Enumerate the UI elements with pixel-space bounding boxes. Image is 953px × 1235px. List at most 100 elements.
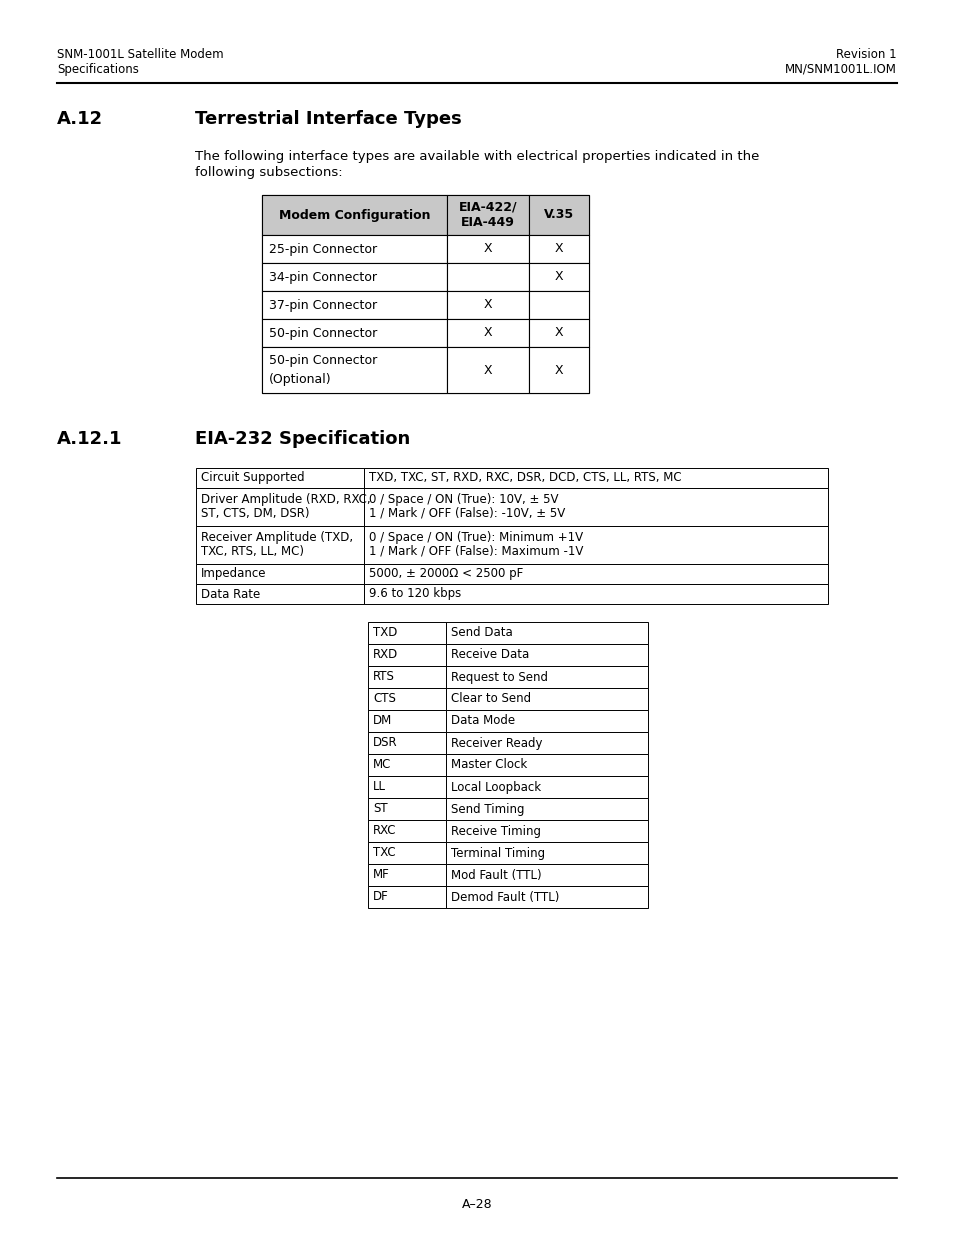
Text: 50-pin Connector: 50-pin Connector [269,354,376,367]
Bar [262,347,447,393]
Text: Terminal Timing: Terminal Timing [451,846,544,860]
Text: TXD, TXC, ST, RXD, RXC, DSR, DCD, CTS, LL, RTS, MC: TXD, TXC, ST, RXD, RXC, DSR, DCD, CTS, L… [369,472,680,484]
Text: Terrestrial Interface Types: Terrestrial Interface Types [194,110,461,128]
Bar [368,643,446,666]
Text: Receive Data: Receive Data [451,648,529,662]
Bar [364,488,827,526]
Text: RXC: RXC [373,825,396,837]
Bar [529,347,588,393]
Text: TXC, RTS, LL, MC): TXC, RTS, LL, MC) [201,545,304,558]
Bar [446,776,647,798]
Text: 0 / Space / ON (True): Minimum +1V: 0 / Space / ON (True): Minimum +1V [369,531,582,543]
Text: DM: DM [373,715,392,727]
Bar [447,319,529,347]
Bar [446,643,647,666]
Text: Data Mode: Data Mode [451,715,515,727]
Bar [368,842,446,864]
Bar [368,666,446,688]
Bar [446,798,647,820]
Text: CTS: CTS [373,693,395,705]
Text: (Optional): (Optional) [269,373,332,385]
Text: X: X [554,242,562,256]
Bar [447,291,529,319]
Text: X: X [554,363,562,377]
Text: MN/SNM1001L.IOM: MN/SNM1001L.IOM [784,63,896,77]
Text: Mod Fault (TTL): Mod Fault (TTL) [451,868,541,882]
Bar [447,195,529,235]
Bar [195,468,364,488]
Bar [364,468,827,488]
Text: Driver Amplitude (RXD, RXC,: Driver Amplitude (RXD, RXC, [201,493,370,506]
Text: Specifications: Specifications [57,63,139,77]
Bar [446,755,647,776]
Text: Revision 1: Revision 1 [836,48,896,61]
Text: EIA-422/
EIA-449: EIA-422/ EIA-449 [458,201,517,228]
Bar [446,864,647,885]
Text: 50-pin Connector: 50-pin Connector [269,326,376,340]
Text: Demod Fault (TTL): Demod Fault (TTL) [451,890,558,904]
Bar [262,291,588,319]
Text: SNM-1001L Satellite Modem: SNM-1001L Satellite Modem [57,48,223,61]
Bar [368,864,446,885]
Text: Receiver Amplitude (TXD,: Receiver Amplitude (TXD, [201,531,353,543]
Bar [529,235,588,263]
Text: A.12: A.12 [57,110,103,128]
Text: Circuit Supported: Circuit Supported [201,472,304,484]
Bar [368,732,446,755]
Bar [364,564,827,584]
Text: Receive Timing: Receive Timing [451,825,540,837]
Bar [262,319,588,347]
Text: Clear to Send: Clear to Send [451,693,531,705]
Text: 37-pin Connector: 37-pin Connector [269,299,376,311]
Bar [368,710,446,732]
Bar [446,622,647,643]
Bar [262,195,588,235]
Bar [262,291,447,319]
Text: 25-pin Connector: 25-pin Connector [269,242,376,256]
Text: 5000, ± 2000Ω < 2500 pF: 5000, ± 2000Ω < 2500 pF [369,568,522,580]
Text: 0 / Space / ON (True): 10V, ± 5V: 0 / Space / ON (True): 10V, ± 5V [369,493,558,506]
Text: Request to Send: Request to Send [451,671,547,683]
Bar [368,688,446,710]
Bar [446,688,647,710]
Bar [368,776,446,798]
Text: V.35: V.35 [543,209,574,221]
Bar [446,710,647,732]
Bar [364,584,827,604]
Text: Data Rate: Data Rate [201,588,260,600]
Text: LL: LL [373,781,386,794]
Text: X: X [554,270,562,284]
Bar [262,319,447,347]
Text: DSR: DSR [373,736,397,750]
Text: DF: DF [373,890,388,904]
Bar [529,291,588,319]
Bar [446,820,647,842]
Bar [262,235,447,263]
Bar [446,885,647,908]
Text: following subsections:: following subsections: [194,165,342,179]
Bar [447,235,529,263]
Bar [368,798,446,820]
Text: 34-pin Connector: 34-pin Connector [269,270,376,284]
Text: X: X [483,363,492,377]
Bar [446,842,647,864]
Text: EIA-232 Specification: EIA-232 Specification [194,430,410,448]
Bar [262,263,588,291]
Text: X: X [483,299,492,311]
Text: ST: ST [373,803,387,815]
Text: TXC: TXC [373,846,395,860]
Bar [368,885,446,908]
Text: X: X [483,242,492,256]
Text: 1 / Mark / OFF (False): -10V, ± 5V: 1 / Mark / OFF (False): -10V, ± 5V [369,508,565,520]
Bar [368,820,446,842]
Text: RXD: RXD [373,648,397,662]
Bar [195,564,364,584]
Text: 9.6 to 120 kbps: 9.6 to 120 kbps [369,588,460,600]
Text: ST, CTS, DM, DSR): ST, CTS, DM, DSR) [201,508,309,520]
Text: A–28: A–28 [461,1198,492,1212]
Bar [195,526,364,564]
Text: MC: MC [373,758,391,772]
Text: RTS: RTS [373,671,395,683]
Text: MF: MF [373,868,390,882]
Text: Modem Configuration: Modem Configuration [278,209,430,221]
